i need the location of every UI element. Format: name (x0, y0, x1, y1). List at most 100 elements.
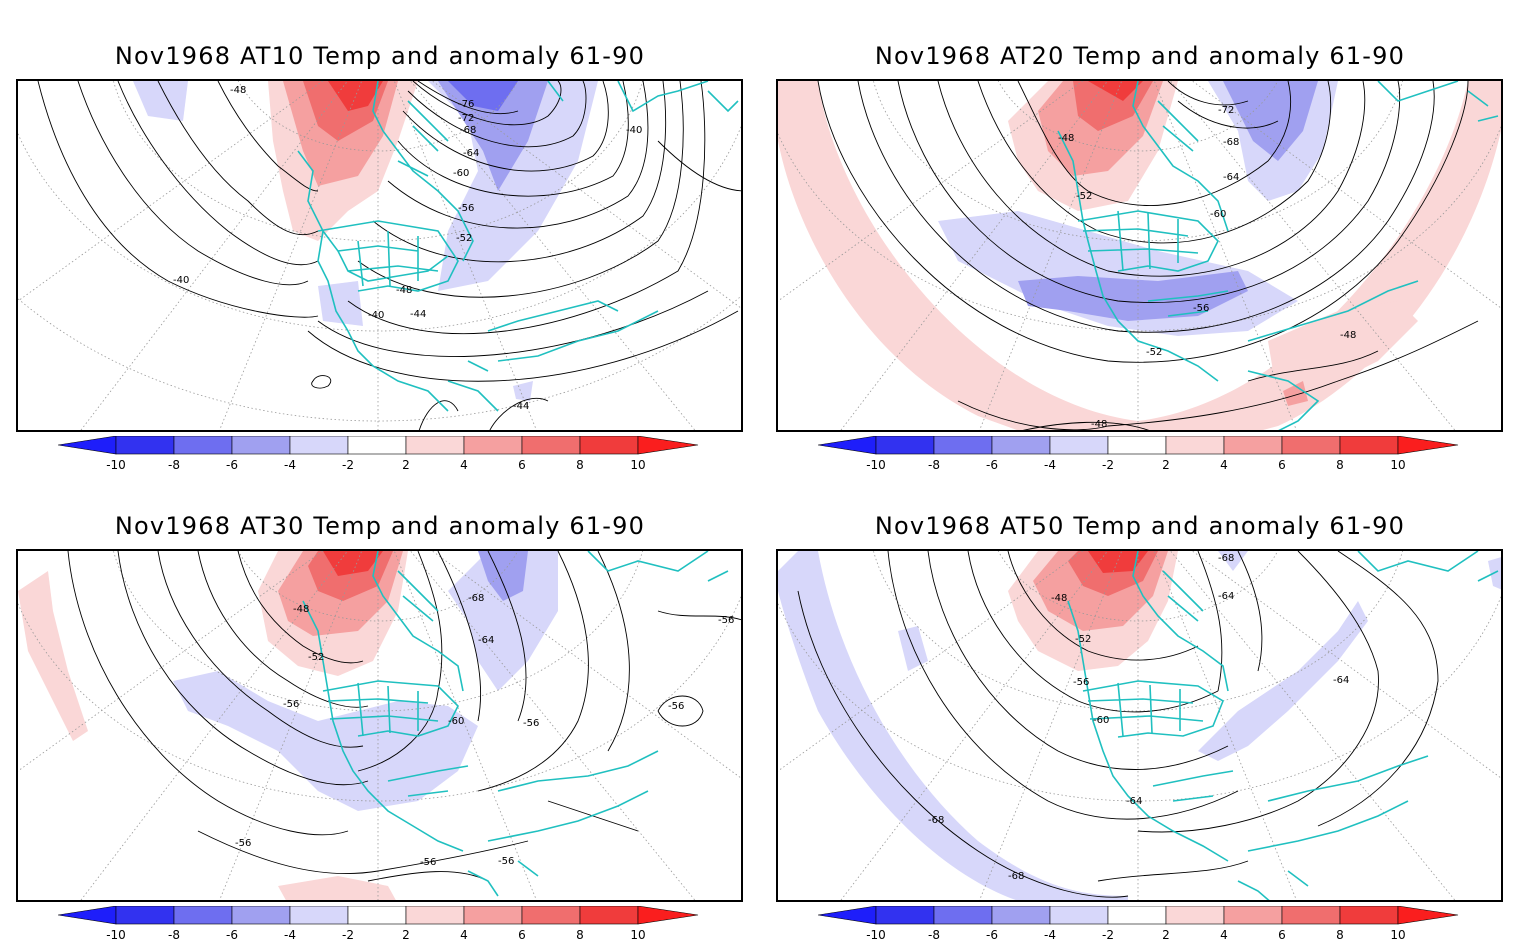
contour-label: -64 (1126, 796, 1142, 807)
colorbar-label: 8 (1336, 928, 1344, 942)
colorbar-label: -2 (342, 928, 354, 942)
anomaly-negative (1198, 601, 1368, 761)
contour-label: -68 (1218, 553, 1234, 564)
contour-label: -60 (448, 716, 464, 727)
contour-label: -44 (410, 309, 426, 320)
contour-label: -56 (1073, 677, 1089, 688)
anomaly-negative (778, 551, 1128, 900)
anomaly-negative (133, 81, 188, 121)
anomaly-positive (328, 81, 383, 111)
colorbar-label: -10 (866, 928, 886, 942)
contour-label: -40 (173, 275, 189, 286)
colorbar-label: 10 (630, 458, 646, 472)
contour-label: -68 (460, 125, 476, 136)
panel-title: Nov1968 AT50 Temp and anomaly 61-90 (874, 512, 1406, 540)
colorbar-label: 8 (576, 928, 584, 942)
anomaly-negative (513, 381, 533, 401)
map-at10: -76 -72 -68 -64 -60 -56 -52 -48 -48 -44 … (16, 79, 743, 432)
colorbar-label: -4 (1044, 458, 1056, 472)
anomaly-positive (278, 876, 396, 900)
anomaly-negative (448, 551, 558, 691)
colorbar-label: 2 (1162, 458, 1170, 472)
anomaly-negative (448, 81, 518, 111)
colorbar-label: -4 (284, 458, 296, 472)
contour-label: -48 (230, 85, 246, 96)
colorbar-label: -10 (106, 928, 126, 942)
temperature-contours (797, 551, 1439, 898)
colorbar: -10 -8 -6 -4 -2 2 4 6 8 10 (818, 906, 1478, 942)
colorbar: -10 -8 -6 -4 -2 2 4 6 8 10 (58, 436, 718, 472)
colorbar-label: -8 (928, 458, 940, 472)
contour-label: -72 (1218, 105, 1234, 116)
anomaly-positive (1268, 301, 1418, 401)
panel-at10: Nov1968 AT10 Temp and anomaly 61-90 (0, 0, 760, 472)
colorbar-swatches (58, 906, 699, 925)
colorbar-label: 6 (518, 458, 526, 472)
coastlines (1057, 81, 1499, 430)
panel-at20: Nov1968 AT20 Temp and anomaly 61-90 (760, 0, 1520, 472)
map-canvas: -68 -64 -64 -64 -60 -56 -52 -48 -68 -68 (778, 551, 1501, 900)
map-canvas: -76 -72 -68 -64 -60 -56 -52 -48 -48 -44 … (18, 81, 741, 430)
map-at30: -68 -64 -60 -56 -56 -56 -56 -56 -56 -56 … (16, 549, 743, 902)
map-canvas: -72 -68 -64 -60 -56 -52 -52 -48 -48 -48 (778, 81, 1501, 430)
anomaly-negative (318, 281, 363, 326)
contour-label: -56 (1193, 303, 1209, 314)
anomaly-positive (1088, 81, 1143, 101)
anomaly-positive (323, 551, 383, 576)
contour-label: -60 (453, 168, 469, 179)
panel-at50: Nov1968 AT50 Temp and anomaly 61-90 (760, 470, 1520, 942)
map-at50: -68 -64 -64 -64 -60 -56 -52 -48 -68 -68 (776, 549, 1503, 902)
contour-label: -68 (1223, 137, 1239, 148)
graticule (778, 81, 1501, 430)
colorbar-label: 10 (1390, 458, 1406, 472)
colorbar-label: -8 (928, 928, 940, 942)
temperature-contours (817, 81, 1479, 430)
contour-label: -44 (513, 401, 529, 412)
colorbar-label: -6 (226, 928, 238, 942)
contour-label: -64 (1218, 591, 1234, 602)
contour-label: -56 (420, 857, 436, 868)
contour-label: -52 (456, 233, 472, 244)
panel-at30: Nov1968 AT30 Temp and anomaly 61-90 (0, 470, 760, 942)
contour-label: -60 (1093, 715, 1109, 726)
colorbar-swatches (818, 906, 1459, 925)
contour-label: -56 (235, 838, 251, 849)
contour-label: -64 (1223, 172, 1239, 183)
graticule (778, 551, 1501, 900)
colorbar-label: 4 (460, 928, 468, 942)
contour-label: -72 (458, 113, 474, 124)
temperature-contours (37, 81, 741, 430)
contour-label: -52 (1146, 347, 1162, 358)
coastlines (1067, 551, 1499, 900)
contour-label: -60 (1210, 209, 1226, 220)
anomaly-negative (1488, 557, 1501, 590)
colorbar-label: -2 (342, 458, 354, 472)
contour-label: -40 (368, 310, 384, 321)
contour-label: -64 (463, 148, 479, 159)
panel-title: Nov1968 AT30 Temp and anomaly 61-90 (114, 512, 646, 540)
colorbar-label: 8 (576, 458, 584, 472)
colorbar-label: 8 (1336, 458, 1344, 472)
anomaly-positive (18, 571, 88, 741)
contour-label: -68 (1008, 871, 1024, 882)
contour-label: -48 (1058, 133, 1074, 144)
contour-label: -56 (668, 701, 684, 712)
anomaly-negative (1018, 271, 1248, 321)
colorbar-label: 4 (1220, 928, 1228, 942)
contour-label: -56 (498, 856, 514, 867)
colorbar-label: 6 (1278, 458, 1286, 472)
contour-label: -56 (283, 699, 299, 710)
colorbar-label: -2 (1102, 928, 1114, 942)
anomaly-negative (478, 551, 528, 601)
map-at20: -72 -68 -64 -60 -56 -52 -52 -48 -48 -48 (776, 79, 1503, 432)
coastlines (297, 81, 739, 412)
colorbar-label: -2 (1102, 458, 1114, 472)
colorbar-label: -4 (284, 928, 296, 942)
contour-label: -64 (478, 635, 494, 646)
colorbar-label: 4 (1220, 458, 1228, 472)
colorbar-label: 10 (630, 928, 646, 942)
anomaly-negative (438, 81, 548, 191)
contour-label: -52 (308, 652, 324, 663)
colorbar-label: 2 (402, 928, 410, 942)
colorbar-label: 2 (402, 458, 410, 472)
